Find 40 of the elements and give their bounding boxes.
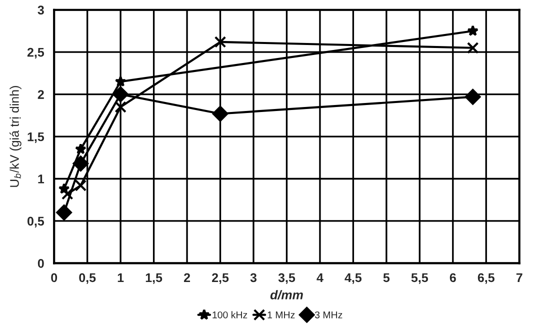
legend-label: 3 MHz [314, 311, 342, 318]
point [212, 106, 228, 122]
x-tick-label: 1,5 [146, 273, 162, 284]
x-axis-title: d/mm [270, 290, 303, 300]
y-axis-title: U$_{b}$/kV (giá trị dinh) [10, 86, 22, 187]
y-tick-label: 3 [38, 6, 44, 15]
point [74, 180, 87, 192]
x-tick-label: 5,5 [411, 273, 428, 284]
x-tick-label: 3,5 [278, 273, 296, 284]
y-tick-label: 0,5 [27, 216, 44, 228]
x-tick-label: 6 [450, 273, 456, 282]
legend-label: 1 MHz [268, 312, 295, 318]
x-tick-label: 4,5 [344, 273, 362, 284]
x-tick-label: 4 [316, 273, 324, 282]
legend-label: 100 kHz [212, 311, 248, 318]
x-tick-label: 2,5 [212, 273, 229, 284]
y-tick-label: 0 [38, 259, 44, 268]
x-tick-label: 6,5 [478, 273, 494, 284]
point [112, 86, 128, 102]
x-tick-label: 0,5 [79, 273, 96, 284]
x-tick-label: 7 [516, 273, 522, 282]
point [466, 42, 479, 54]
y-tick-label: 1 [38, 174, 44, 184]
point [75, 143, 86, 154]
point [214, 36, 226, 48]
point [72, 156, 89, 172]
point [464, 88, 481, 105]
point [114, 101, 126, 113]
point [114, 76, 126, 87]
y-tick-label: 2,5 [27, 48, 44, 59]
point [61, 188, 74, 200]
x-tick-label: 0 [51, 273, 58, 282]
y-tick-label: 2 [38, 90, 44, 99]
point [56, 204, 72, 220]
x-tick-label: 2 [184, 273, 190, 282]
point [467, 25, 478, 36]
x-tick-label: 5 [383, 273, 390, 282]
y-tick-label: 1,5 [28, 132, 44, 143]
x-tick-label: 3 [250, 273, 257, 282]
x-tick-label: 1 [118, 273, 124, 282]
